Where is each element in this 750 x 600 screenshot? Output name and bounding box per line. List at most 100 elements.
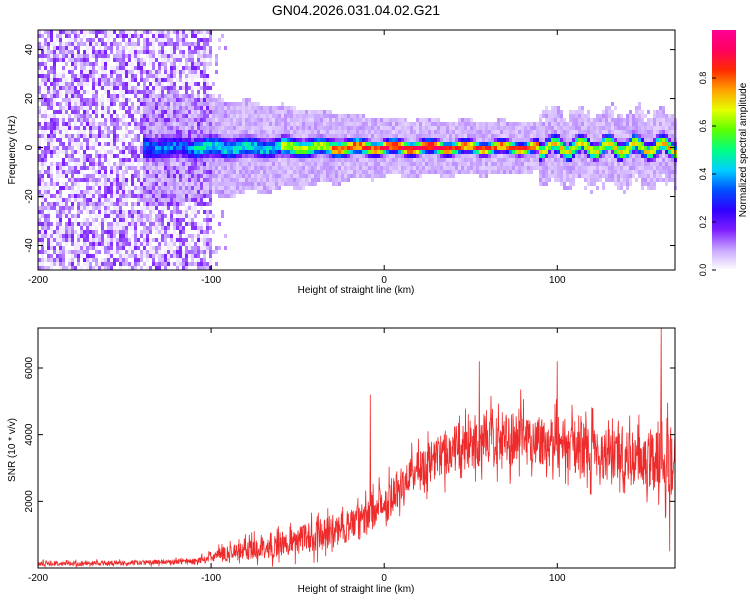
spectrogram-cell [218,174,221,178]
spectrogram-cell [74,194,77,198]
spectrogram-cell [533,158,536,162]
spectrogram-cell [113,86,116,90]
spectrogram-cell [86,210,89,214]
spectrogram-cell [98,54,101,58]
spectrogram-cell [179,118,182,122]
spectrogram-cell [350,166,353,170]
spectrogram-cell [248,130,251,134]
spectrogram-cell [125,154,128,158]
spectrogram-cell [122,194,125,198]
spectrogram-cell [584,114,587,118]
spectrogram-cell [263,186,266,190]
spectrogram-cell [224,134,227,138]
spectrogram-cell [257,126,260,130]
spectrogram-cell [254,154,257,158]
spectrogram-cell [359,122,362,126]
spectrogram-cell [209,226,212,230]
spectrogram-cell [128,110,131,114]
spectrogram-cell [53,182,56,186]
spectrogram-cell [50,238,53,242]
spectrogram-cell [569,186,572,190]
spectrogram-cell [194,138,197,142]
spectrogram-cell [434,162,437,166]
spectrogram-cell [101,74,104,78]
spectrogram-cell [353,118,356,122]
spectrogram-cell [539,162,542,166]
spectrogram-cell [383,158,386,162]
spectrogram-cell [515,166,518,170]
spectrogram-cell [215,138,218,142]
spectrogram-cell [266,106,269,110]
spectrogram-cell [80,158,83,162]
spectrogram-cell [212,110,215,114]
spectrogram-cell [572,114,575,118]
spectrogram-cell [158,94,161,98]
spectrogram-cell [101,130,104,134]
spectrogram-cell [50,166,53,170]
spectrogram-cell [284,162,287,166]
spectrogram-cell [197,166,200,170]
spectrogram-cell [44,30,47,34]
spectrogram-cell [53,74,56,78]
spectrogram-cell [332,166,335,170]
spectrogram-cell [362,170,365,174]
spectrogram-cell [47,34,50,38]
spectrogram-cell [104,134,107,138]
spectrogram-cell [188,58,191,62]
spectrogram-cell [77,42,80,46]
spectrogram-cell [149,170,152,174]
spectrogram-cell [302,182,305,186]
spectrogram-cell [260,146,263,150]
spectrogram-cell [167,98,170,102]
spectrogram-cell [41,178,44,182]
spectrogram-cell [137,122,140,126]
spectrogram-cell [338,126,341,130]
spectrogram-cell [44,226,47,230]
spectrogram-cell [50,118,53,122]
spectrogram-cell [212,146,215,150]
spectrogram-cell [44,130,47,134]
spectrogram-cell [152,250,155,254]
spectrogram-cell [434,166,437,170]
spectrogram-cell [302,138,305,142]
spectrogram-cell [50,98,53,102]
spectrogram-cell [182,158,185,162]
spectrogram-cell [146,226,149,230]
spectrogram-cell [230,178,233,182]
spectrogram-cell [239,170,242,174]
spectrogram-cell [194,242,197,246]
spectrogram-cell [179,186,182,190]
spectrogram-cell [272,186,275,190]
spectrogram-cell [188,190,191,194]
spectrogram-cell [131,214,134,218]
spectrogram-cell [554,142,557,146]
spectrogram-cell [347,178,350,182]
spectrogram-cell [44,54,47,58]
spectrogram-cell [482,158,485,162]
spectrogram-cell [80,90,83,94]
spectrogram-cell [146,242,149,246]
spectrogram-cell [467,162,470,166]
spectrogram-cell [215,162,218,166]
spectrogram-cell [473,122,476,126]
spectrogram-cell [116,98,119,102]
spectrogram-cell [548,134,551,138]
spectrogram-cell [200,230,203,234]
spectrogram-cell [77,46,80,50]
spectrogram-cell [134,226,137,230]
spectrogram-cell [275,118,278,122]
spectrogram-cell [143,162,146,166]
spectrogram-cell [278,142,281,146]
spectrogram-cell [143,154,146,158]
spectrogram-cell [191,218,194,222]
spectrogram-cell [527,150,530,154]
spectrogram-cell [41,250,44,254]
spectrogram-cell [398,134,401,138]
spectrogram-cell [314,174,317,178]
spectrogram-cell [71,126,74,130]
spectrogram-cell [212,142,215,146]
spectrogram-cell [254,186,257,190]
spectrogram-cell [44,198,47,202]
spectrogram-cell [224,174,227,178]
spectrogram-cell [353,134,356,138]
